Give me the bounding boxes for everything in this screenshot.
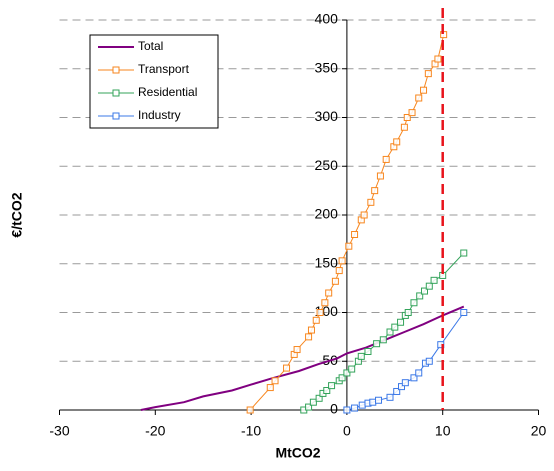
- data-point: [425, 282, 433, 290]
- data-point: [305, 333, 313, 341]
- data-point: [367, 198, 375, 206]
- data-point: [408, 109, 416, 117]
- y-tick-label: 350: [315, 59, 339, 75]
- data-point: [415, 369, 423, 377]
- legend-label: Transport: [138, 62, 190, 76]
- data-point: [351, 404, 359, 412]
- data-point: [382, 155, 390, 163]
- data-point: [410, 374, 418, 382]
- data-point: [425, 357, 433, 365]
- data-point: [328, 382, 336, 390]
- data-point: [386, 393, 394, 401]
- data-point: [293, 346, 301, 354]
- data-point: [335, 267, 343, 275]
- data-point: [400, 123, 408, 131]
- data-point: [246, 406, 254, 414]
- data-point: [323, 387, 331, 394]
- data-point: [357, 352, 365, 360]
- data-point: [343, 369, 351, 377]
- data-point: [401, 379, 409, 387]
- legend-label: Industry: [138, 108, 181, 122]
- data-point: [315, 394, 323, 402]
- data-point: [283, 364, 291, 372]
- data-point: [271, 377, 279, 385]
- y-tick-label: 200: [315, 206, 339, 222]
- legend-box: [89, 34, 219, 129]
- data-point: [460, 309, 468, 316]
- data-point: [424, 70, 432, 78]
- x-tick-label: -20: [145, 423, 165, 439]
- y-axis-label: €/tCO2: [9, 192, 25, 237]
- data-point: [397, 318, 405, 326]
- data-point: [364, 348, 372, 355]
- y-tick-label: 150: [315, 254, 339, 270]
- data-point: [343, 406, 351, 414]
- data-point: [386, 328, 394, 336]
- y-tick-label: 400: [315, 11, 339, 27]
- data-point: [404, 309, 412, 316]
- x-tick-label: 0: [343, 423, 351, 439]
- data-point: [358, 401, 366, 409]
- data-point: [345, 242, 353, 250]
- data-point: [373, 340, 381, 348]
- legend-marker: [112, 66, 120, 74]
- data-point: [266, 384, 274, 392]
- data-point: [351, 231, 359, 238]
- data-point: [415, 94, 423, 102]
- data-point: [348, 365, 356, 373]
- legend-label: Total: [138, 39, 163, 53]
- y-tick-label: 0: [330, 401, 338, 417]
- x-tick-label: -30: [49, 423, 69, 439]
- data-point: [391, 323, 399, 331]
- data-point: [393, 387, 401, 395]
- data-point: [369, 398, 377, 406]
- series-line: [249, 34, 445, 411]
- y-tick-label: 250: [315, 157, 339, 173]
- x-axis-label: MtCO2: [275, 445, 320, 461]
- data-point: [360, 211, 368, 219]
- series-line: [140, 305, 465, 411]
- data-point: [371, 187, 379, 195]
- data-point: [430, 276, 438, 284]
- data-point: [398, 383, 406, 391]
- data-point: [321, 299, 329, 307]
- legend: Total Transport Residential Industry: [89, 34, 219, 129]
- data-point: [434, 55, 442, 63]
- legend-marker: [112, 112, 120, 120]
- x-tick-label: 10: [435, 423, 451, 439]
- data-point: [307, 326, 315, 334]
- data-point: [375, 396, 383, 404]
- data-point: [316, 309, 324, 316]
- data-point: [460, 249, 468, 257]
- data-point: [420, 86, 428, 94]
- data-point: [309, 398, 317, 406]
- data-point: [393, 138, 401, 146]
- legend-marker: [112, 89, 120, 97]
- data-point: [376, 172, 384, 180]
- legend-label: Residential: [138, 85, 197, 99]
- data-point: [305, 403, 313, 411]
- data-point: [403, 114, 411, 121]
- data-point: [379, 336, 387, 344]
- data-point: [312, 316, 320, 324]
- x-tick-label: 20: [531, 423, 547, 439]
- y-tick-label: 300: [315, 108, 339, 124]
- data-point: [331, 277, 339, 285]
- data-point: [420, 287, 428, 295]
- data-point: [325, 289, 333, 297]
- data-point: [338, 257, 346, 265]
- x-tick-label: -10: [241, 423, 261, 439]
- data-point: [338, 374, 346, 382]
- data-point: [416, 292, 424, 300]
- data-point: [410, 299, 418, 307]
